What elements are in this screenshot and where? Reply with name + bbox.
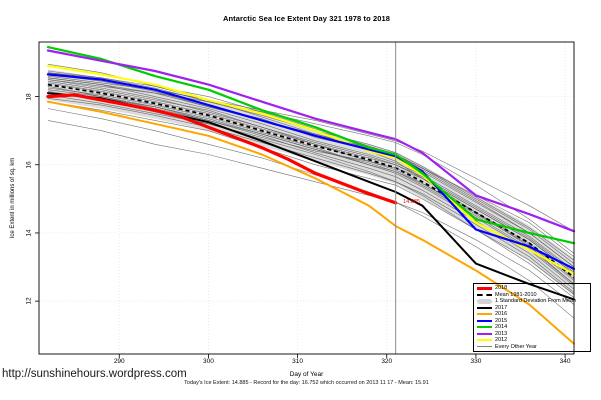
other-year-line: [47, 77, 575, 271]
legend-label: Every Other Year: [495, 343, 537, 350]
legend-swatch-line: [477, 313, 492, 316]
y-tick-label: 14: [25, 229, 33, 237]
legend-item: 2017: [477, 305, 588, 311]
other-year-line: [47, 80, 575, 275]
current-value-annotation: 14.885: [403, 199, 420, 206]
legend-label: 2014: [495, 324, 508, 331]
legend-item: 1 Standard Deviation From Mean: [477, 298, 588, 304]
plot-frame: [38, 41, 575, 355]
other-year-line: [47, 98, 575, 293]
x-tick-label: 330: [470, 358, 482, 365]
legend-swatch-line: [477, 319, 492, 322]
legend-swatch-line: [477, 339, 492, 342]
legend-item: 2015: [477, 318, 588, 324]
series-2015-line: [46, 73, 576, 270]
legend-item: 2018: [477, 285, 588, 291]
other-year-line: [47, 92, 575, 285]
series-2016-line: [46, 100, 575, 345]
y-tick-label: 12: [25, 297, 33, 305]
series-2012-line: [46, 64, 575, 275]
y-tick-label: 16: [25, 161, 33, 169]
legend-item: 2014: [477, 324, 588, 330]
series-2018-line: [46, 93, 398, 205]
legend-swatch-band: [477, 298, 492, 304]
y-axis-label: Ice Extent in millions of sq. km: [10, 157, 16, 239]
legend-label: 2018: [495, 285, 508, 292]
other-year-line: [47, 91, 575, 298]
legend-label: Mean 1981-2010: [495, 291, 537, 298]
other-year-line: [47, 77, 575, 254]
legend-label: 2017: [495, 304, 508, 311]
legend-swatch-line: [477, 326, 492, 329]
legend-label: 2013: [495, 330, 508, 337]
other-year-line: [47, 94, 575, 275]
legend-item: 2012: [477, 337, 588, 343]
legend-swatch-dashed: [477, 293, 492, 296]
sd-band: [47, 69, 574, 296]
chart-caption: Today's Ice Extent: 14.885 - Record for …: [184, 380, 429, 386]
y-tick-label: 18: [25, 92, 33, 101]
series-2013-line: [46, 49, 576, 233]
other-year-line: [47, 79, 575, 273]
mean-line: [47, 83, 575, 279]
x-tick-label: 300: [202, 358, 214, 365]
legend: 2018 Mean 1981-2010 1 Standard Deviation F…: [473, 283, 591, 352]
x-tick-label: 310: [292, 358, 303, 365]
watermark-url: http://sunshinehours.wordpress.com: [2, 368, 187, 380]
chart-title: Antarctic Sea Ice Extent Day 321 1978 to…: [222, 14, 391, 23]
legend-item: 2013: [477, 331, 588, 337]
legend-swatch-thin: [477, 346, 492, 348]
x-tick-label: 340: [559, 358, 571, 365]
series-2017-line: [46, 92, 575, 301]
x-tick-label: 290: [113, 358, 125, 365]
legend-swatch-thick: [477, 286, 492, 290]
legend-item: Every Other Year: [477, 344, 588, 350]
other-year-line: [47, 89, 575, 280]
x-axis-label: Day of Year: [289, 371, 324, 378]
x-tick-label: 320: [381, 358, 393, 365]
legend-label: 2012: [495, 337, 508, 344]
legend-label: 2015: [495, 317, 508, 324]
legend-swatch-line: [477, 332, 492, 335]
legend-item: 2016: [477, 311, 588, 317]
legend-label: 1 Standard Deviation From Mean: [495, 298, 577, 305]
series-2014-line: [46, 46, 576, 245]
legend-label: 2016: [495, 311, 508, 318]
other-year-line: [47, 120, 575, 305]
legend-swatch-line: [477, 306, 492, 309]
legend-item: Mean 1981-2010: [477, 292, 588, 298]
